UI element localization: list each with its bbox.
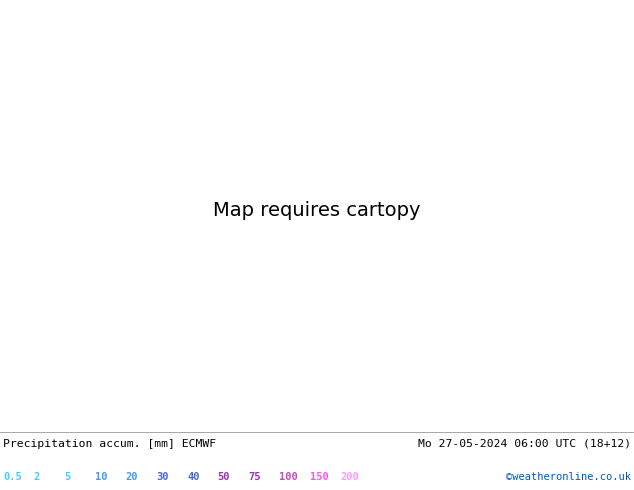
Text: 0.5: 0.5 [3, 472, 22, 482]
Text: 100: 100 [279, 472, 298, 482]
Text: 40: 40 [187, 472, 200, 482]
Text: 2: 2 [34, 472, 40, 482]
Text: 5: 5 [65, 472, 71, 482]
Text: 10: 10 [95, 472, 108, 482]
Text: 50: 50 [217, 472, 230, 482]
Text: Mo 27-05-2024 06:00 UTC (18+12): Mo 27-05-2024 06:00 UTC (18+12) [418, 439, 631, 449]
Text: Map requires cartopy: Map requires cartopy [213, 201, 421, 220]
Text: 30: 30 [157, 472, 169, 482]
Text: 75: 75 [249, 472, 261, 482]
Text: 200: 200 [340, 472, 359, 482]
Text: 150: 150 [309, 472, 328, 482]
Text: ©weatheronline.co.uk: ©weatheronline.co.uk [506, 472, 631, 482]
Text: 20: 20 [126, 472, 138, 482]
Text: Precipitation accum. [mm] ECMWF: Precipitation accum. [mm] ECMWF [3, 439, 216, 449]
